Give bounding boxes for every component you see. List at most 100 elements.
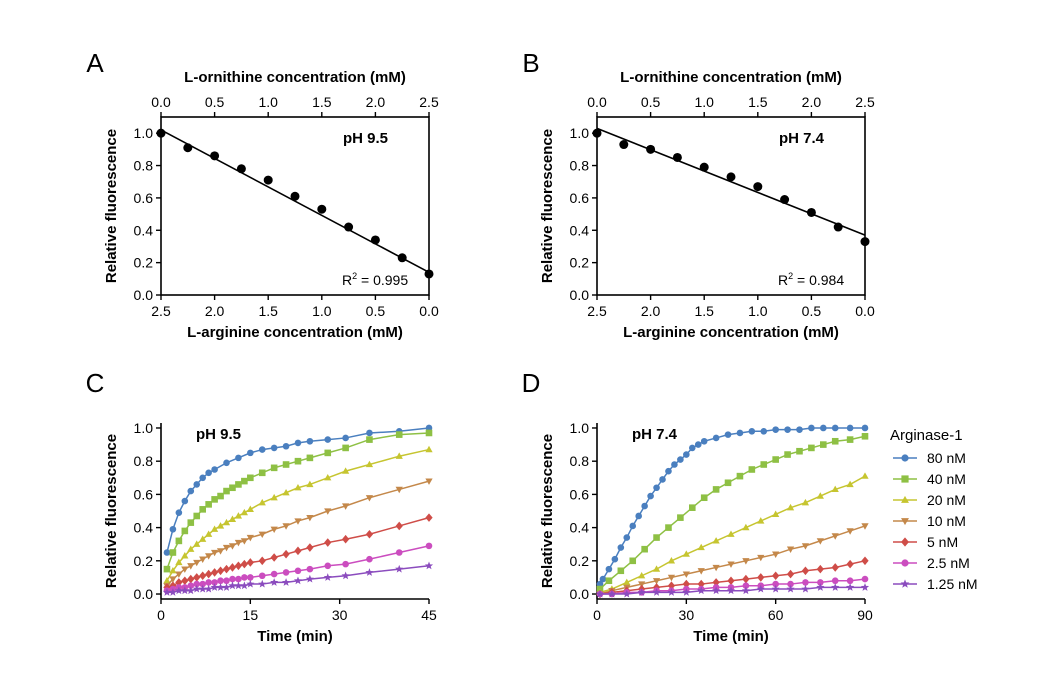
data-point bbox=[816, 538, 824, 545]
data-point bbox=[831, 533, 839, 540]
data-point bbox=[210, 583, 219, 591]
x-tick-label: 0.0 bbox=[855, 303, 875, 319]
data-point bbox=[772, 580, 779, 588]
legend-marker bbox=[901, 454, 909, 462]
data-point bbox=[270, 526, 278, 534]
data-point bbox=[290, 191, 300, 201]
data-point bbox=[306, 543, 314, 552]
data-point bbox=[756, 584, 765, 593]
data-point bbox=[270, 578, 279, 586]
data-point bbox=[156, 128, 166, 138]
data-point bbox=[294, 567, 302, 575]
series-2 bbox=[163, 445, 433, 584]
data-point bbox=[424, 561, 434, 570]
data-point bbox=[607, 589, 616, 598]
data-point bbox=[617, 567, 625, 575]
data-point bbox=[816, 583, 825, 591]
panel-letter: D bbox=[522, 368, 541, 398]
data-point bbox=[772, 456, 779, 463]
data-point bbox=[831, 563, 839, 572]
data-point bbox=[222, 564, 231, 574]
y-tick-label: 0.8 bbox=[570, 453, 590, 469]
data-point bbox=[187, 487, 195, 495]
y-tick-label: 0.2 bbox=[134, 553, 154, 569]
data-point bbox=[726, 172, 736, 182]
y-axis-title: Relative fluorescence bbox=[103, 434, 120, 588]
data-point bbox=[727, 530, 735, 537]
x-tick-label: 1.0 bbox=[748, 303, 768, 319]
data-point bbox=[595, 589, 605, 598]
data-point bbox=[228, 581, 237, 590]
data-point bbox=[342, 444, 349, 452]
series-6 bbox=[162, 561, 434, 596]
data-point bbox=[216, 522, 225, 529]
x-tick-label: 1.5 bbox=[258, 303, 278, 319]
data-point bbox=[425, 478, 433, 485]
data-point bbox=[726, 586, 736, 595]
data-point bbox=[787, 580, 794, 588]
data-point bbox=[199, 571, 207, 581]
data-point bbox=[619, 140, 629, 150]
x-tick-label: 45 bbox=[421, 607, 437, 623]
data-point bbox=[342, 434, 349, 442]
data-point bbox=[193, 559, 201, 567]
legend-label: 10 nM bbox=[927, 513, 966, 529]
data-point bbox=[671, 461, 678, 468]
data-point bbox=[635, 512, 642, 520]
data-point bbox=[820, 441, 827, 448]
data-point bbox=[306, 515, 314, 522]
data-point bbox=[282, 488, 290, 496]
data-point bbox=[342, 560, 349, 568]
data-point bbox=[688, 504, 696, 511]
data-point bbox=[365, 529, 374, 539]
data-point bbox=[281, 578, 291, 586]
data-point bbox=[187, 519, 195, 526]
r2-superscript: 2 bbox=[788, 271, 793, 281]
data-point bbox=[425, 424, 433, 432]
data-point bbox=[169, 576, 177, 583]
data-point bbox=[294, 518, 302, 525]
data-point bbox=[846, 424, 854, 432]
series-line bbox=[166, 427, 430, 553]
ph-annotation: pH 7.4 bbox=[632, 426, 678, 443]
data-point bbox=[199, 506, 206, 513]
x2-tick-label: 0.0 bbox=[587, 94, 607, 110]
data-point bbox=[317, 204, 327, 214]
y-tick-label: 0.0 bbox=[134, 287, 154, 303]
data-point bbox=[306, 454, 314, 462]
data-point bbox=[760, 428, 768, 435]
data-point bbox=[712, 564, 720, 572]
series-1 bbox=[596, 432, 869, 593]
data-point bbox=[846, 528, 854, 535]
ph-annotation: pH 9.5 bbox=[196, 426, 241, 443]
data-point bbox=[270, 553, 278, 562]
data-point bbox=[246, 579, 255, 588]
data-point bbox=[860, 583, 870, 591]
data-point bbox=[174, 586, 183, 595]
series-0 bbox=[596, 424, 869, 588]
x-axis-title: Time (min) bbox=[693, 628, 769, 645]
data-point bbox=[324, 508, 332, 515]
data-point bbox=[697, 568, 705, 575]
data-point bbox=[258, 531, 266, 539]
data-point bbox=[175, 571, 183, 578]
data-point bbox=[820, 424, 827, 432]
r2-value: = 0.995 bbox=[357, 272, 408, 288]
data-point bbox=[727, 576, 735, 586]
y-tick-label: 0.6 bbox=[134, 190, 154, 206]
data-point bbox=[712, 578, 720, 587]
data-point bbox=[596, 580, 604, 588]
data-point bbox=[305, 574, 314, 583]
data-point bbox=[365, 460, 374, 468]
plot-frame bbox=[596, 116, 866, 296]
data-point bbox=[241, 477, 248, 485]
series-4 bbox=[163, 513, 433, 592]
y-axis-title: Relative fluorescence bbox=[539, 129, 556, 283]
data-point bbox=[861, 575, 869, 583]
data-point bbox=[216, 583, 225, 591]
y-tick-label: 0.6 bbox=[570, 486, 590, 502]
series-5 bbox=[163, 542, 433, 594]
data-point bbox=[365, 495, 374, 502]
data-point bbox=[324, 449, 332, 457]
x2-axis-title: L-ornithine concentration (mM) bbox=[620, 69, 842, 86]
